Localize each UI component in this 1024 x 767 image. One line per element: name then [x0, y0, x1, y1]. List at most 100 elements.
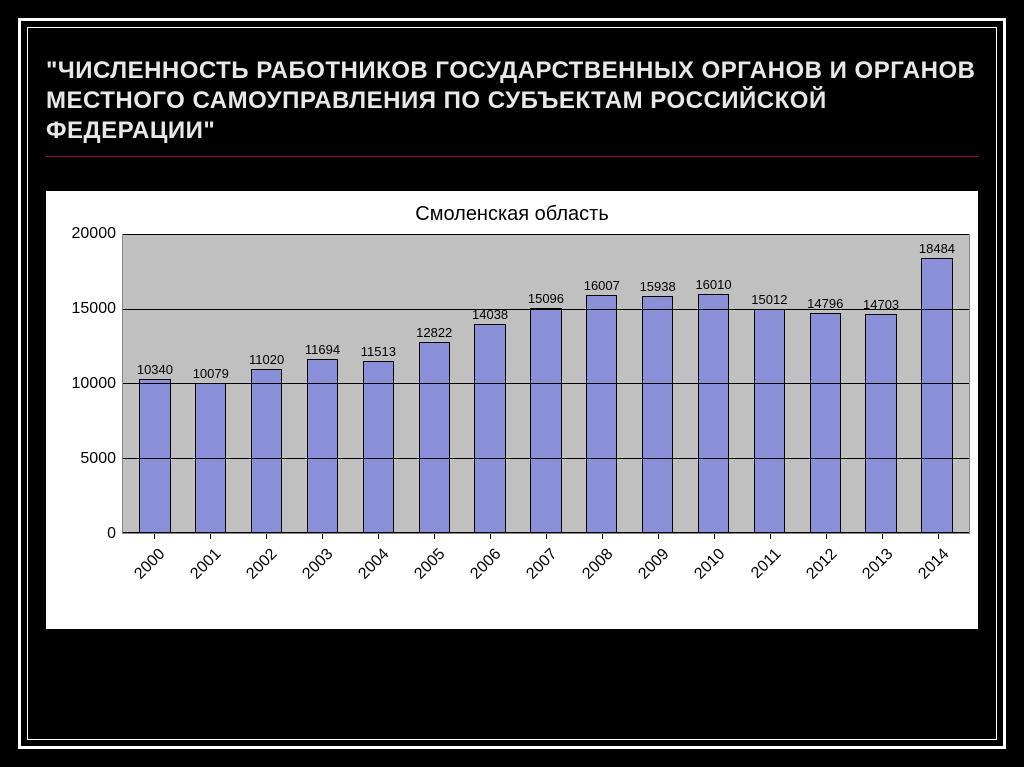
- bar: [642, 296, 673, 533]
- grid-line: [123, 532, 969, 533]
- grid-line: [123, 458, 969, 459]
- x-tick-label: 2008: [579, 545, 617, 583]
- x-tick-label: 2010: [691, 545, 729, 583]
- bar-value-label: 15938: [640, 279, 676, 294]
- x-tick-mark: [490, 534, 491, 539]
- bar: [139, 379, 170, 533]
- x-slot: 2007: [518, 534, 574, 614]
- bar: [307, 359, 338, 533]
- bar-slot: 14038: [462, 235, 518, 533]
- x-tick-mark: [770, 534, 771, 539]
- chart-panel: Смоленская область 05000100001500020000 …: [46, 191, 978, 629]
- bar-slot: 11513: [350, 235, 406, 533]
- x-slot: 2014: [910, 534, 966, 614]
- x-tick-mark: [434, 534, 435, 539]
- bar: [921, 258, 952, 533]
- bar-slot: 16007: [574, 235, 630, 533]
- grid-line: [123, 234, 969, 235]
- x-tick-mark: [378, 534, 379, 539]
- x-slot: 2012: [798, 534, 854, 614]
- x-tick-label: 2009: [635, 545, 673, 583]
- bar-slot: 15096: [518, 235, 574, 533]
- bar-slot: 11694: [295, 235, 351, 533]
- x-tick-mark: [546, 534, 547, 539]
- x-tick-label: 2000: [131, 545, 169, 583]
- bar-slot: 16010: [686, 235, 742, 533]
- bar: [419, 342, 450, 533]
- x-tick-mark: [938, 534, 939, 539]
- x-tick-label: 2001: [187, 545, 225, 583]
- bar: [698, 294, 729, 533]
- y-tick-label: 20000: [56, 225, 116, 243]
- x-tick-label: 2011: [748, 546, 785, 583]
- bar-slot: 15012: [741, 235, 797, 533]
- x-slot: 2003: [294, 534, 350, 614]
- plot-area: 05000100001500020000 1034010079110201169…: [54, 234, 970, 534]
- bar-slot: 10340: [127, 235, 183, 533]
- bar-value-label: 11020: [249, 352, 284, 367]
- bar-value-label: 11513: [361, 344, 396, 359]
- x-tick-mark: [602, 534, 603, 539]
- x-slot: 2008: [574, 534, 630, 614]
- bar: [586, 295, 617, 534]
- x-tick-label: 2006: [467, 545, 505, 583]
- x-tick-label: 2004: [355, 545, 393, 583]
- bar-slot: 11020: [239, 235, 295, 533]
- slide-outer-frame: "ЧИСЛЕННОСТЬ РАБОТНИКОВ ГОСУДАРСТВЕННЫХ …: [18, 18, 1006, 749]
- x-axis: 2000 2001 2002 2003 2004 2005 2006 2007 2008 2009…: [122, 534, 970, 614]
- bar: [754, 309, 785, 533]
- x-tick-mark: [266, 534, 267, 539]
- x-slot: 2009: [630, 534, 686, 614]
- bar-slot: 12822: [406, 235, 462, 533]
- x-slot: 2011: [742, 534, 798, 614]
- x-slot: 2000: [126, 534, 182, 614]
- x-tick-mark: [322, 534, 323, 539]
- bar-value-label: 10079: [193, 366, 229, 381]
- x-slot: 2010: [686, 534, 742, 614]
- x-tick-mark: [154, 534, 155, 539]
- x-tick-mark: [658, 534, 659, 539]
- x-slot: 2004: [350, 534, 406, 614]
- grid-line: [123, 383, 969, 384]
- y-tick-label: 10000: [56, 375, 116, 393]
- x-tick-label: 2013: [859, 545, 897, 583]
- bar-slot: 10079: [183, 235, 239, 533]
- y-tick-label: 15000: [56, 300, 116, 318]
- bar-slot: 14703: [853, 235, 909, 533]
- x-tick-mark: [714, 534, 715, 539]
- bar-slot: 15938: [630, 235, 686, 533]
- bar-value-label: 10340: [137, 362, 173, 377]
- grid-line: [123, 309, 969, 310]
- bar-value-label: 15012: [751, 292, 787, 307]
- x-tick-label: 2007: [523, 545, 561, 583]
- bar-slot: 14796: [797, 235, 853, 533]
- bar-value-label: 14703: [863, 297, 899, 312]
- x-slot: 2013: [854, 534, 910, 614]
- bar-value-label: 16007: [584, 278, 620, 293]
- bars-container: 10340 10079 11020 11694 11513 12822 14038 15096…: [123, 235, 969, 533]
- slide-title: "ЧИСЛЕННОСТЬ РАБОТНИКОВ ГОСУДАРСТВЕННЫХ …: [46, 56, 978, 157]
- y-tick-label: 0: [56, 525, 116, 543]
- x-tick-label: 2003: [299, 545, 337, 583]
- bar: [363, 361, 394, 533]
- y-tick-label: 5000: [56, 450, 116, 468]
- x-tick-label: 2012: [803, 545, 841, 583]
- bar-value-label: 11694: [305, 342, 340, 357]
- slide-inner-frame: "ЧИСЛЕННОСТЬ РАБОТНИКОВ ГОСУДАРСТВЕННЫХ …: [27, 27, 997, 740]
- bar: [810, 313, 841, 533]
- bar: [530, 308, 561, 533]
- plot: 10340 10079 11020 11694 11513 12822 14038 15096…: [122, 234, 970, 534]
- x-tick-label: 2005: [411, 545, 449, 583]
- bar-value-label: 12822: [416, 325, 452, 340]
- x-tick-mark: [882, 534, 883, 539]
- x-slot: 2002: [238, 534, 294, 614]
- bar-value-label: 16010: [695, 277, 731, 292]
- x-tick-label: 2014: [915, 545, 953, 583]
- x-slot: 2005: [406, 534, 462, 614]
- bar: [474, 324, 505, 533]
- x-tick-label: 2002: [243, 545, 281, 583]
- bar-value-label: 18484: [919, 241, 955, 256]
- bar-slot: 18484: [909, 235, 965, 533]
- x-slot: 2006: [462, 534, 518, 614]
- bar-value-label: 15096: [528, 291, 564, 306]
